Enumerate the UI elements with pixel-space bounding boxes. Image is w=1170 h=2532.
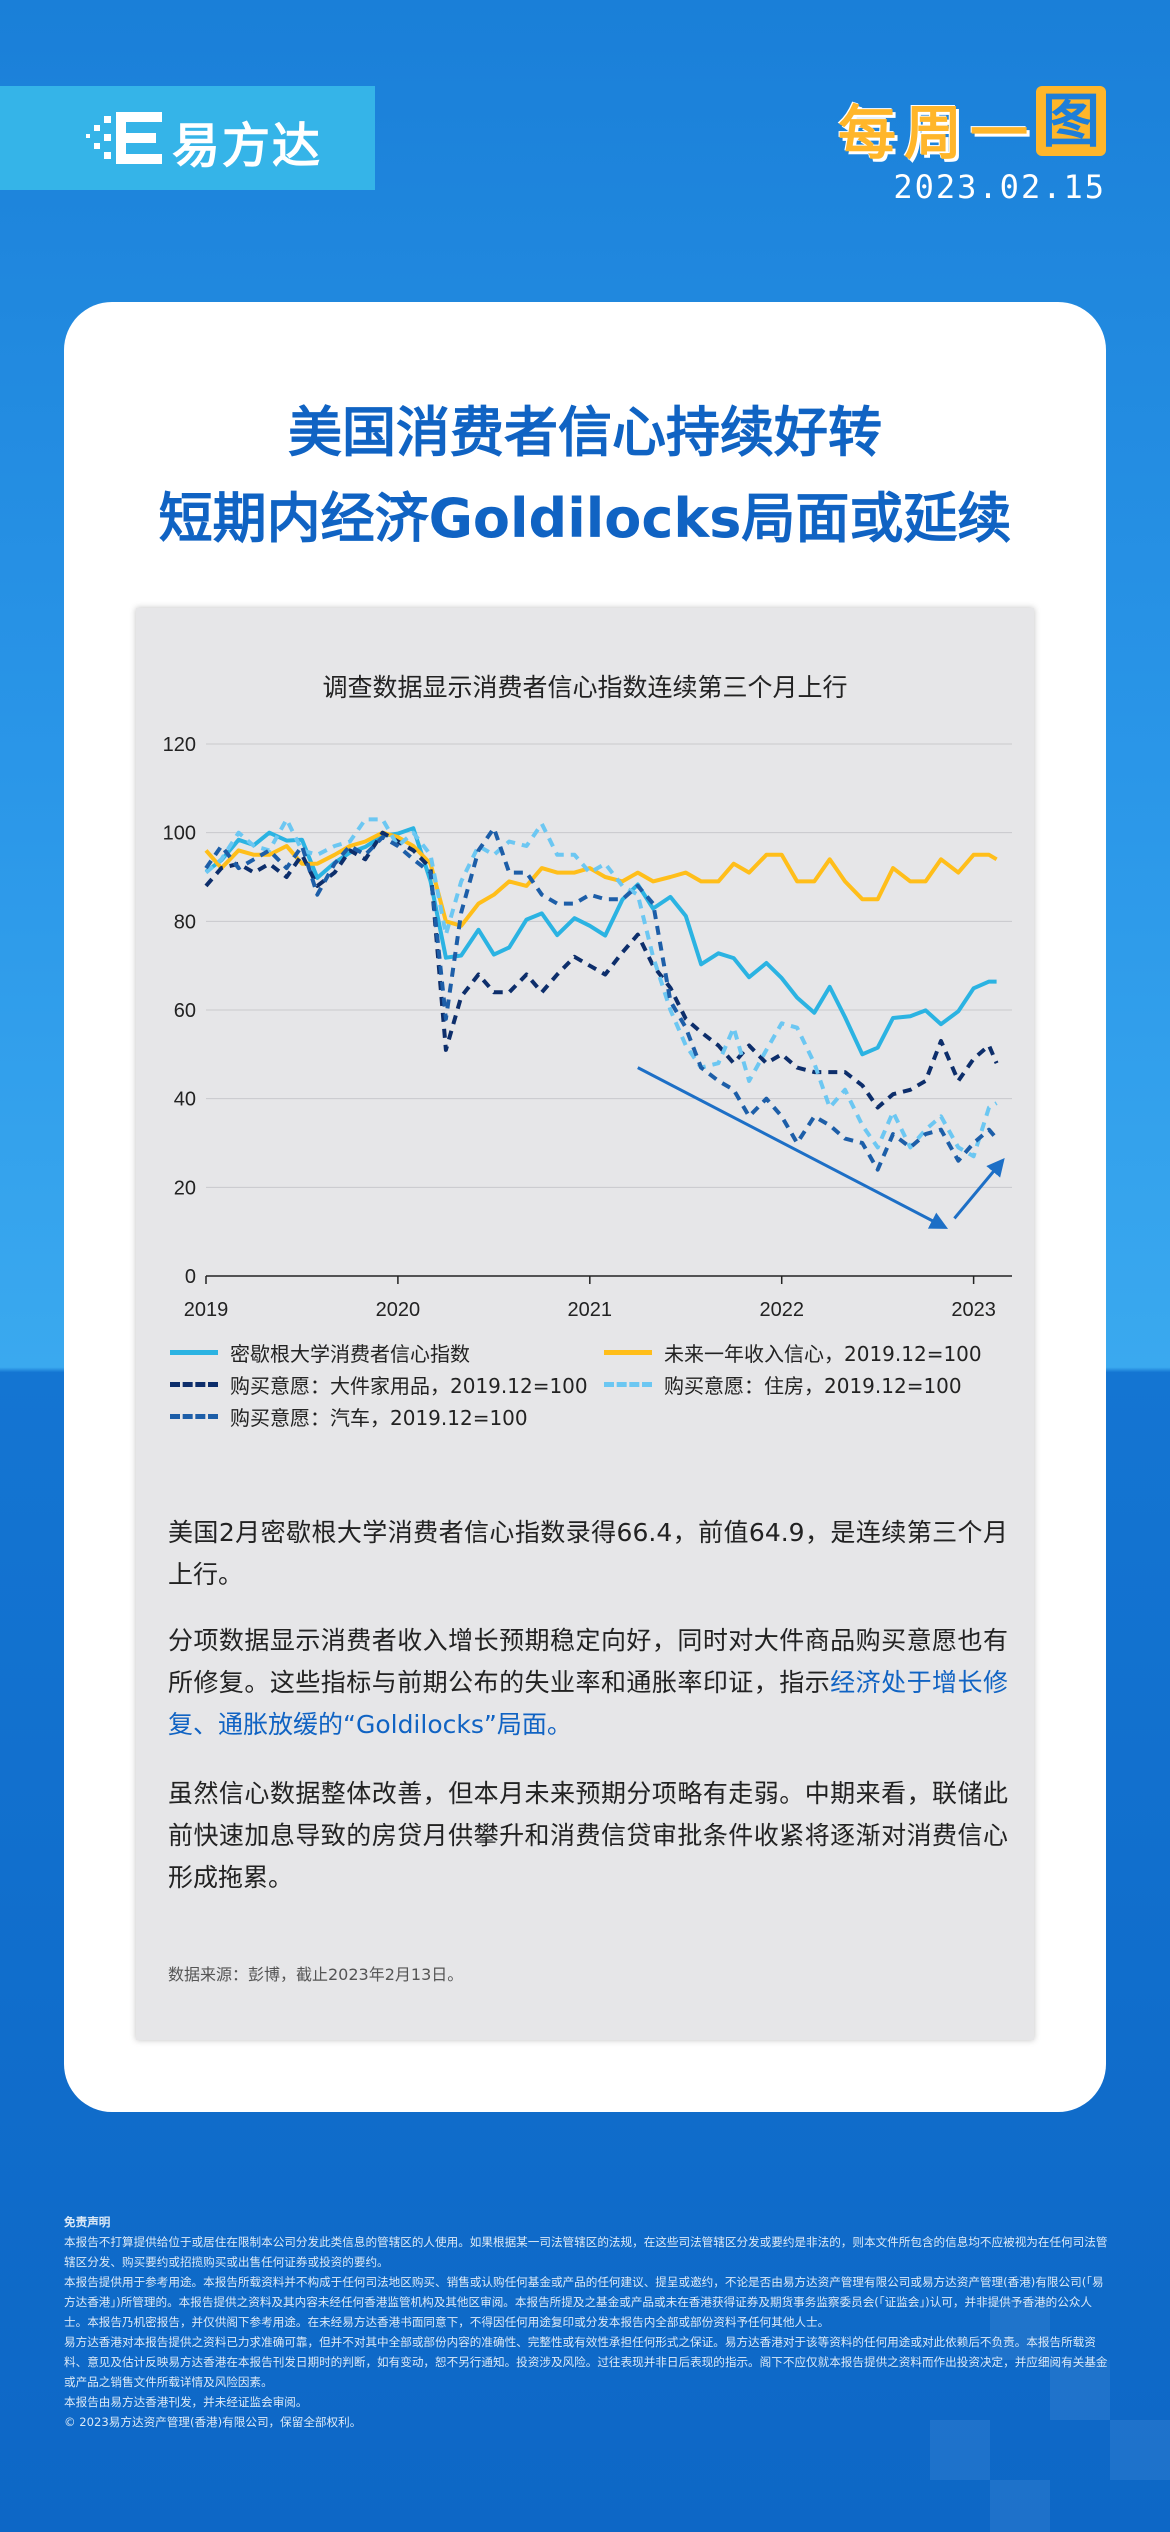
y-tick-label: 60 (174, 1000, 196, 1022)
y-tick-label: 80 (174, 911, 196, 933)
legend-swatch (170, 1414, 218, 1419)
legend-swatch (170, 1382, 218, 1387)
badge-char: 每 (837, 99, 896, 167)
weekly-chart-badge: 每 周 一 图 (838, 86, 1106, 170)
data-source-note: 数据来源：彭博，截止2023年2月13日。 (168, 1965, 464, 1984)
paragraph-text: 分项数据显示消费者收入增长预期稳定向好，同时对大件商品购买意愿也有所修复。这些指… (168, 1626, 1008, 1697)
brand-name: 易方达 (172, 118, 323, 174)
legend-item: 未来一年收入信心，2019.12=100 (604, 1338, 982, 1367)
x-tick-label: 2019 (184, 1299, 229, 1321)
brand-logo-icon (86, 112, 162, 164)
x-tick-label: 2020 (376, 1299, 421, 1321)
analysis-paragraph: 分项数据显示消费者收入增长预期稳定向好，同时对大件商品购买意愿也有所修复。这些指… (168, 1620, 1008, 1746)
publish-date: 2023.02.15 (893, 168, 1106, 206)
chart-title: 调查数据显示消费者信心指数连续第三个月上行 (322, 673, 848, 702)
decorative-square (990, 2480, 1050, 2532)
legend-swatch (604, 1382, 652, 1387)
y-tick-label: 120 (163, 734, 196, 756)
disclaimer-line: 本报告由易方达香港刊发，并未经证监会审阅。 (64, 2395, 308, 2409)
legend-swatch (170, 1350, 218, 1355)
decorative-square (990, 2300, 1050, 2360)
disclaimer-line: 本报告提供用于参考用途。本报告所载资料并不构成于任何司法地区购买、销售或认购任何… (64, 2275, 1104, 2329)
legend-label: 密歇根大学消费者信心指数 (230, 1342, 470, 1366)
x-tick-label: 2023 (951, 1299, 996, 1321)
disclaimer-line: 本报告不打算提供给位于或居住在限制本公司分发此类信息的管辖区的人使用。如果根据某… (64, 2235, 1108, 2269)
y-tick-label: 40 (174, 1089, 196, 1111)
highlighted-text: 经济处于增长修复、通胀放缓的“Goldilocks”局面。 (168, 1668, 1008, 1739)
trend-arrow (637, 1066, 949, 1229)
decorative-square (1110, 2420, 1170, 2480)
legend-item: 密歇根大学消费者信心指数 (170, 1338, 470, 1367)
legend-label: 购买意愿：汽车，2019.12=100 (230, 1406, 528, 1430)
series-line-1 (204, 826, 997, 1057)
headline-line-2: 短期内经济Goldilocks局面或延续 (158, 487, 1012, 550)
y-tick-label: 100 (163, 823, 196, 845)
trend-arrow (953, 1157, 1005, 1220)
series-line-2 (204, 830, 998, 928)
badge-char: 周 (903, 99, 962, 167)
legend-label: 未来一年收入信心，2019.12=100 (664, 1342, 982, 1366)
disclaimer-title: 免责声明 (64, 2215, 111, 2229)
decorative-square (930, 2420, 990, 2480)
series-line-5 (204, 826, 999, 1172)
series-line-3 (204, 830, 999, 1110)
disclaimer-line: 易方达香港对本报告提供之资料已力求准确可靠，但并不对其中全部或部份内容的准确性、… (64, 2335, 1108, 2389)
disclaimer: 免责声明 本报告不打算提供给位于或居住在限制本公司分发此类信息的管辖区的人使用。… (64, 2212, 1108, 2432)
badge-char: 一 (969, 99, 1028, 167)
content-card: 美国消费者信心持续好转 短期内经济Goldilocks局面或延续 0 20 40 60… (64, 302, 1106, 2112)
legend-item: 购买意愿：大件家用品，2019.12=100 (170, 1370, 588, 1399)
disclaimer-line: © 2023易方达资产管理(香港)有限公司，保留全部权利。 (64, 2415, 362, 2429)
analysis-paragraph: 美国2月密歇根大学消费者信心指数录得66.4，前值64.9，是连续第三个月上行。 (168, 1518, 1008, 1589)
line-chart: 0 20 40 60 80 100 120 2019 2020 2021 2022 2023 (163, 734, 1012, 1321)
y-tick-label: 0 (185, 1266, 196, 1288)
legend-swatch (604, 1350, 652, 1355)
legend-item: 购买意愿：汽车，2019.12=100 (170, 1402, 528, 1431)
analysis-paragraph: 虽然信心数据整体改善，但本月未来预期分项略有走弱。中期来看，联储此前快速加息导致… (168, 1779, 1008, 1892)
chart-panel: 0 20 40 60 80 100 120 2019 2020 2021 2022 2023 调查数据… (136, 608, 1034, 2040)
legend-label: 购买意愿：大件家用品，2019.12=100 (230, 1374, 588, 1398)
y-tick-label: 20 (174, 1177, 196, 1199)
badge-char: 图 (1036, 86, 1106, 156)
decorative-square (1050, 2360, 1110, 2420)
legend-label: 购买意愿：住房，2019.12=100 (664, 1374, 962, 1398)
x-tick-label: 2022 (759, 1299, 804, 1321)
headline-line-1: 美国消费者信心持续好转 (288, 401, 882, 464)
legend-item: 购买意愿：住房，2019.12=100 (604, 1370, 962, 1399)
brand-bar (0, 86, 375, 190)
series-line-4 (204, 817, 998, 1159)
x-tick-label: 2021 (568, 1299, 613, 1321)
